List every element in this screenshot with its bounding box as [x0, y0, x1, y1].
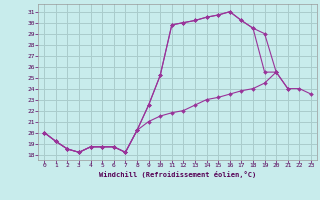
X-axis label: Windchill (Refroidissement éolien,°C): Windchill (Refroidissement éolien,°C) — [99, 171, 256, 178]
